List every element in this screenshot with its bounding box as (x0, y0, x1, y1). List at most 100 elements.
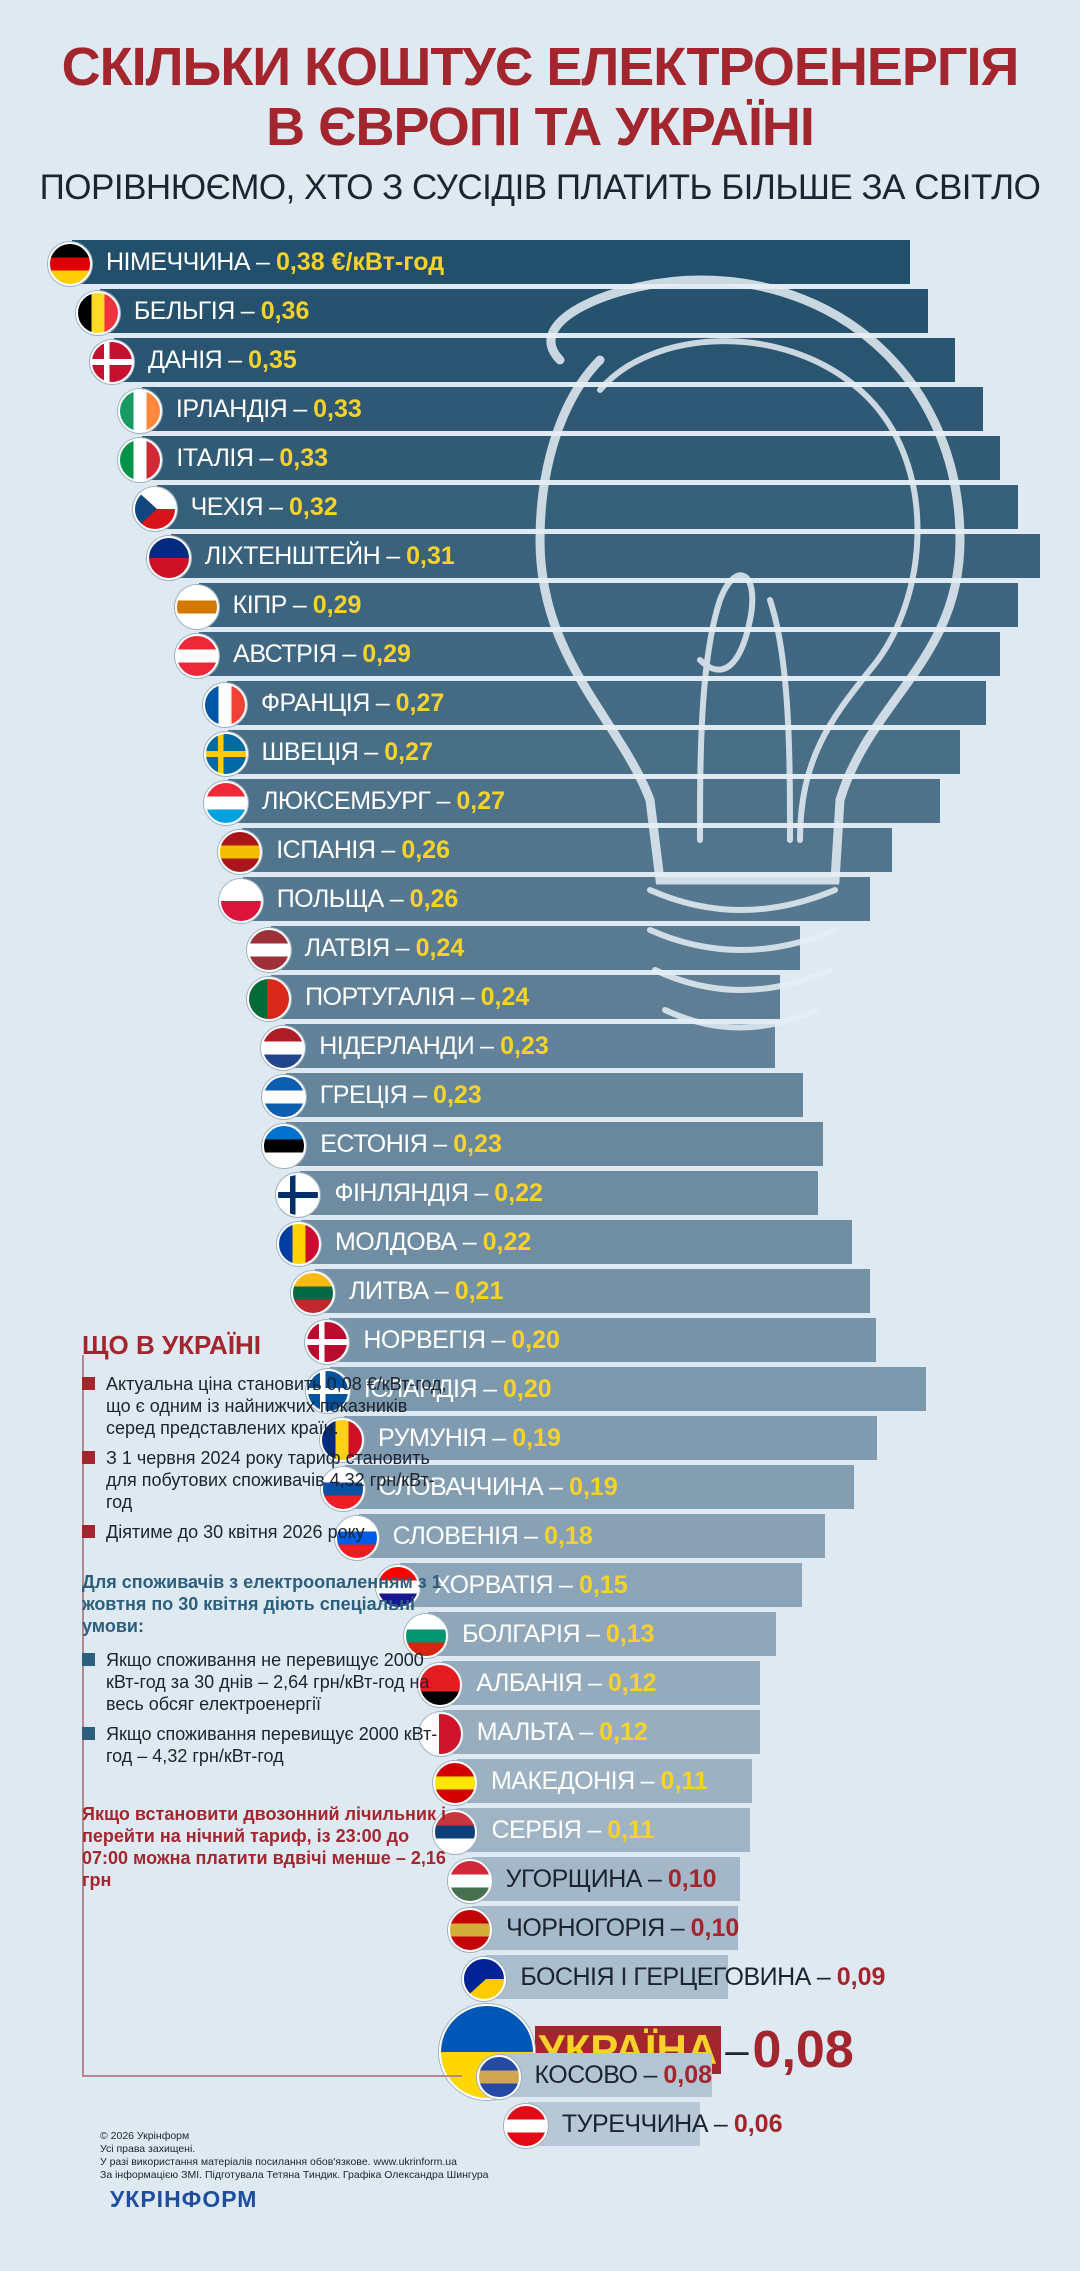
country-label: БЕЛЬГІЯ (133, 296, 235, 325)
country-label: ПОРТУГАЛІЯ (305, 982, 455, 1011)
country-label: БОСНІЯ І ГЕРЦЕГОВИНА (520, 1962, 811, 1991)
value-label: 0,11 (660, 1766, 708, 1795)
label-dash: – (670, 1913, 685, 1942)
label-dash: – (256, 247, 270, 276)
footer-credits: © 2026 Укрінформ Усі права захищені. У р… (100, 2130, 489, 2182)
label-dash: – (413, 1080, 428, 1109)
country-flag-icon (418, 1663, 463, 1707)
value-label: 0,27 (384, 737, 433, 766)
country-label: АЛБАНІЯ (476, 1668, 582, 1697)
country-flag-icon (447, 1859, 492, 1903)
value-label: 0,21 (454, 1276, 504, 1305)
ukrinform-logo: УКРІНФОРМ (110, 2186, 258, 2212)
country-label: ІСПАНІЯ (276, 835, 376, 864)
label-dash: – (293, 394, 308, 423)
country-label: АВСТРІЯ (233, 639, 337, 668)
value-label: 0,26 (401, 835, 450, 864)
label-dash: – (643, 2060, 658, 2089)
page-subtitle: ПОРІВНЮЄМО, ХТО З СУСІДІВ ПЛАТИТЬ БІЛЬШЕ… (39, 168, 1041, 207)
country-flag-icon (203, 683, 248, 727)
value-label: 0,38 €/кВт-год (275, 247, 445, 276)
value-label: 0,24 (480, 982, 530, 1011)
bar: ФРАНЦІЯ –0,27 (227, 681, 986, 725)
country-label: ЛІХТЕНШТЕЙН (204, 541, 381, 570)
country-label: БОЛГАРІЯ (462, 1619, 581, 1648)
label-dash: – (640, 1766, 655, 1795)
bar-chart: НІМЕЧЧИНА –0,38 €/кВт-год БЕЛЬГІЯ –0,36 ДАНІ… (0, 240, 1080, 2220)
label-dash: – (588, 1668, 602, 1697)
value-label: 0,08 (752, 2021, 854, 2079)
bulb-stroke (597, 338, 921, 843)
value-label: 0,15 (578, 1570, 628, 1599)
bar: РУМУНІЯ –0,19 (344, 1416, 877, 1460)
country-flag-icon (204, 781, 249, 825)
country-flag-icon (48, 242, 92, 286)
country-label: КОСОВО (534, 2060, 638, 2089)
value-label: 0,27 (456, 786, 506, 815)
value-label: 0,33 (279, 443, 329, 472)
country-label: ЕСТОНІЯ (320, 1129, 428, 1158)
country-flag-icon (334, 1516, 379, 1560)
country-flag-icon (320, 1418, 364, 1462)
country-flag-icon (462, 1957, 507, 2001)
country-label: НОРВЕГІЯ (363, 1325, 486, 1354)
country-label: СЕРБІЯ (491, 1815, 582, 1844)
value-label: 0,08 (663, 2060, 713, 2089)
label-dash: – (586, 1619, 600, 1648)
value-label: 0,31 (406, 541, 455, 570)
country-label: ЧЕХІЯ (190, 492, 264, 521)
bar: БЕЛЬГІЯ –0,36 (99, 289, 928, 333)
country-flag-icon (247, 977, 292, 1021)
country-flag-icon (433, 1810, 478, 1854)
country-label: ТУРЕЧЧИНА (561, 2109, 709, 2138)
bar: ГРЕЦІЯ –0,23 (285, 1073, 803, 1117)
label-dash: – (587, 1815, 602, 1844)
label-dash: – (436, 786, 451, 815)
country-flag-icon (261, 1026, 306, 1070)
value-label: 0,10 (667, 1864, 717, 1893)
value-label: 0,22 (494, 1178, 543, 1207)
label-dash: – (491, 1325, 506, 1354)
country-label: МОЛДОВА (334, 1227, 457, 1256)
label-dash: – (434, 1276, 449, 1305)
country-flag-icon (432, 1761, 477, 1805)
info-point: З 1 червня 2024 року тариф становить для… (82, 1447, 452, 1513)
bar: ШВЕЦІЯ –0,27 (227, 730, 960, 774)
country-label: ЛЮКСЕМБУРГ (262, 786, 431, 815)
label-dash: – (549, 1472, 564, 1501)
label-dash: – (292, 590, 307, 619)
country-label: СЛОВЕНІЯ (392, 1521, 519, 1550)
label-dash: – (480, 1031, 495, 1060)
country-flag-icon (418, 1712, 463, 1756)
bar: НІДЕРЛАНДИ –0,23 (285, 1024, 775, 1068)
bar: СЕРБІЯ –0,11 (457, 1808, 750, 1852)
bar: ЧЕХІЯ –0,32 (156, 485, 1018, 529)
value-label: 0,13 (605, 1619, 655, 1648)
label-dash: – (492, 1423, 507, 1452)
value-label: 0,10 (690, 1913, 740, 1942)
label-dash: – (269, 492, 284, 521)
country-flag-icon (276, 1173, 321, 1217)
label-dash: – (474, 1178, 489, 1207)
value-label: 0,29 (312, 590, 362, 619)
label-dash: – (524, 1521, 539, 1550)
country-label: НІМЕЧЧИНА (106, 247, 251, 276)
country-label: ДАНІЯ (148, 345, 223, 374)
country-flag-icon (132, 487, 177, 531)
country-flag-icon (305, 1369, 350, 1413)
country-flag-icon (218, 879, 263, 923)
label-dash: – (647, 1864, 662, 1893)
label-dash: – (381, 835, 396, 864)
value-label: 0,19 (512, 1423, 561, 1452)
lightbulb-illustration (535, 275, 965, 1031)
country-flag-icon (320, 1467, 365, 1511)
country-flag-icon (261, 1075, 306, 1119)
bar: УГОРЩИНА –0,10 (471, 1857, 740, 1901)
country-label: ІТАЛІЯ (176, 443, 254, 472)
value-label: 0,19 (569, 1472, 618, 1501)
value-label: 0,26 (409, 884, 459, 913)
country-flag-icon (218, 830, 263, 874)
info-divider-horizontal (82, 2075, 462, 2077)
bar: СЛОВАЧЧИНА –0,19 (344, 1465, 854, 1509)
heating-conditions-title: Для споживачів з електроопаленням з 1 жо… (82, 1572, 442, 1636)
